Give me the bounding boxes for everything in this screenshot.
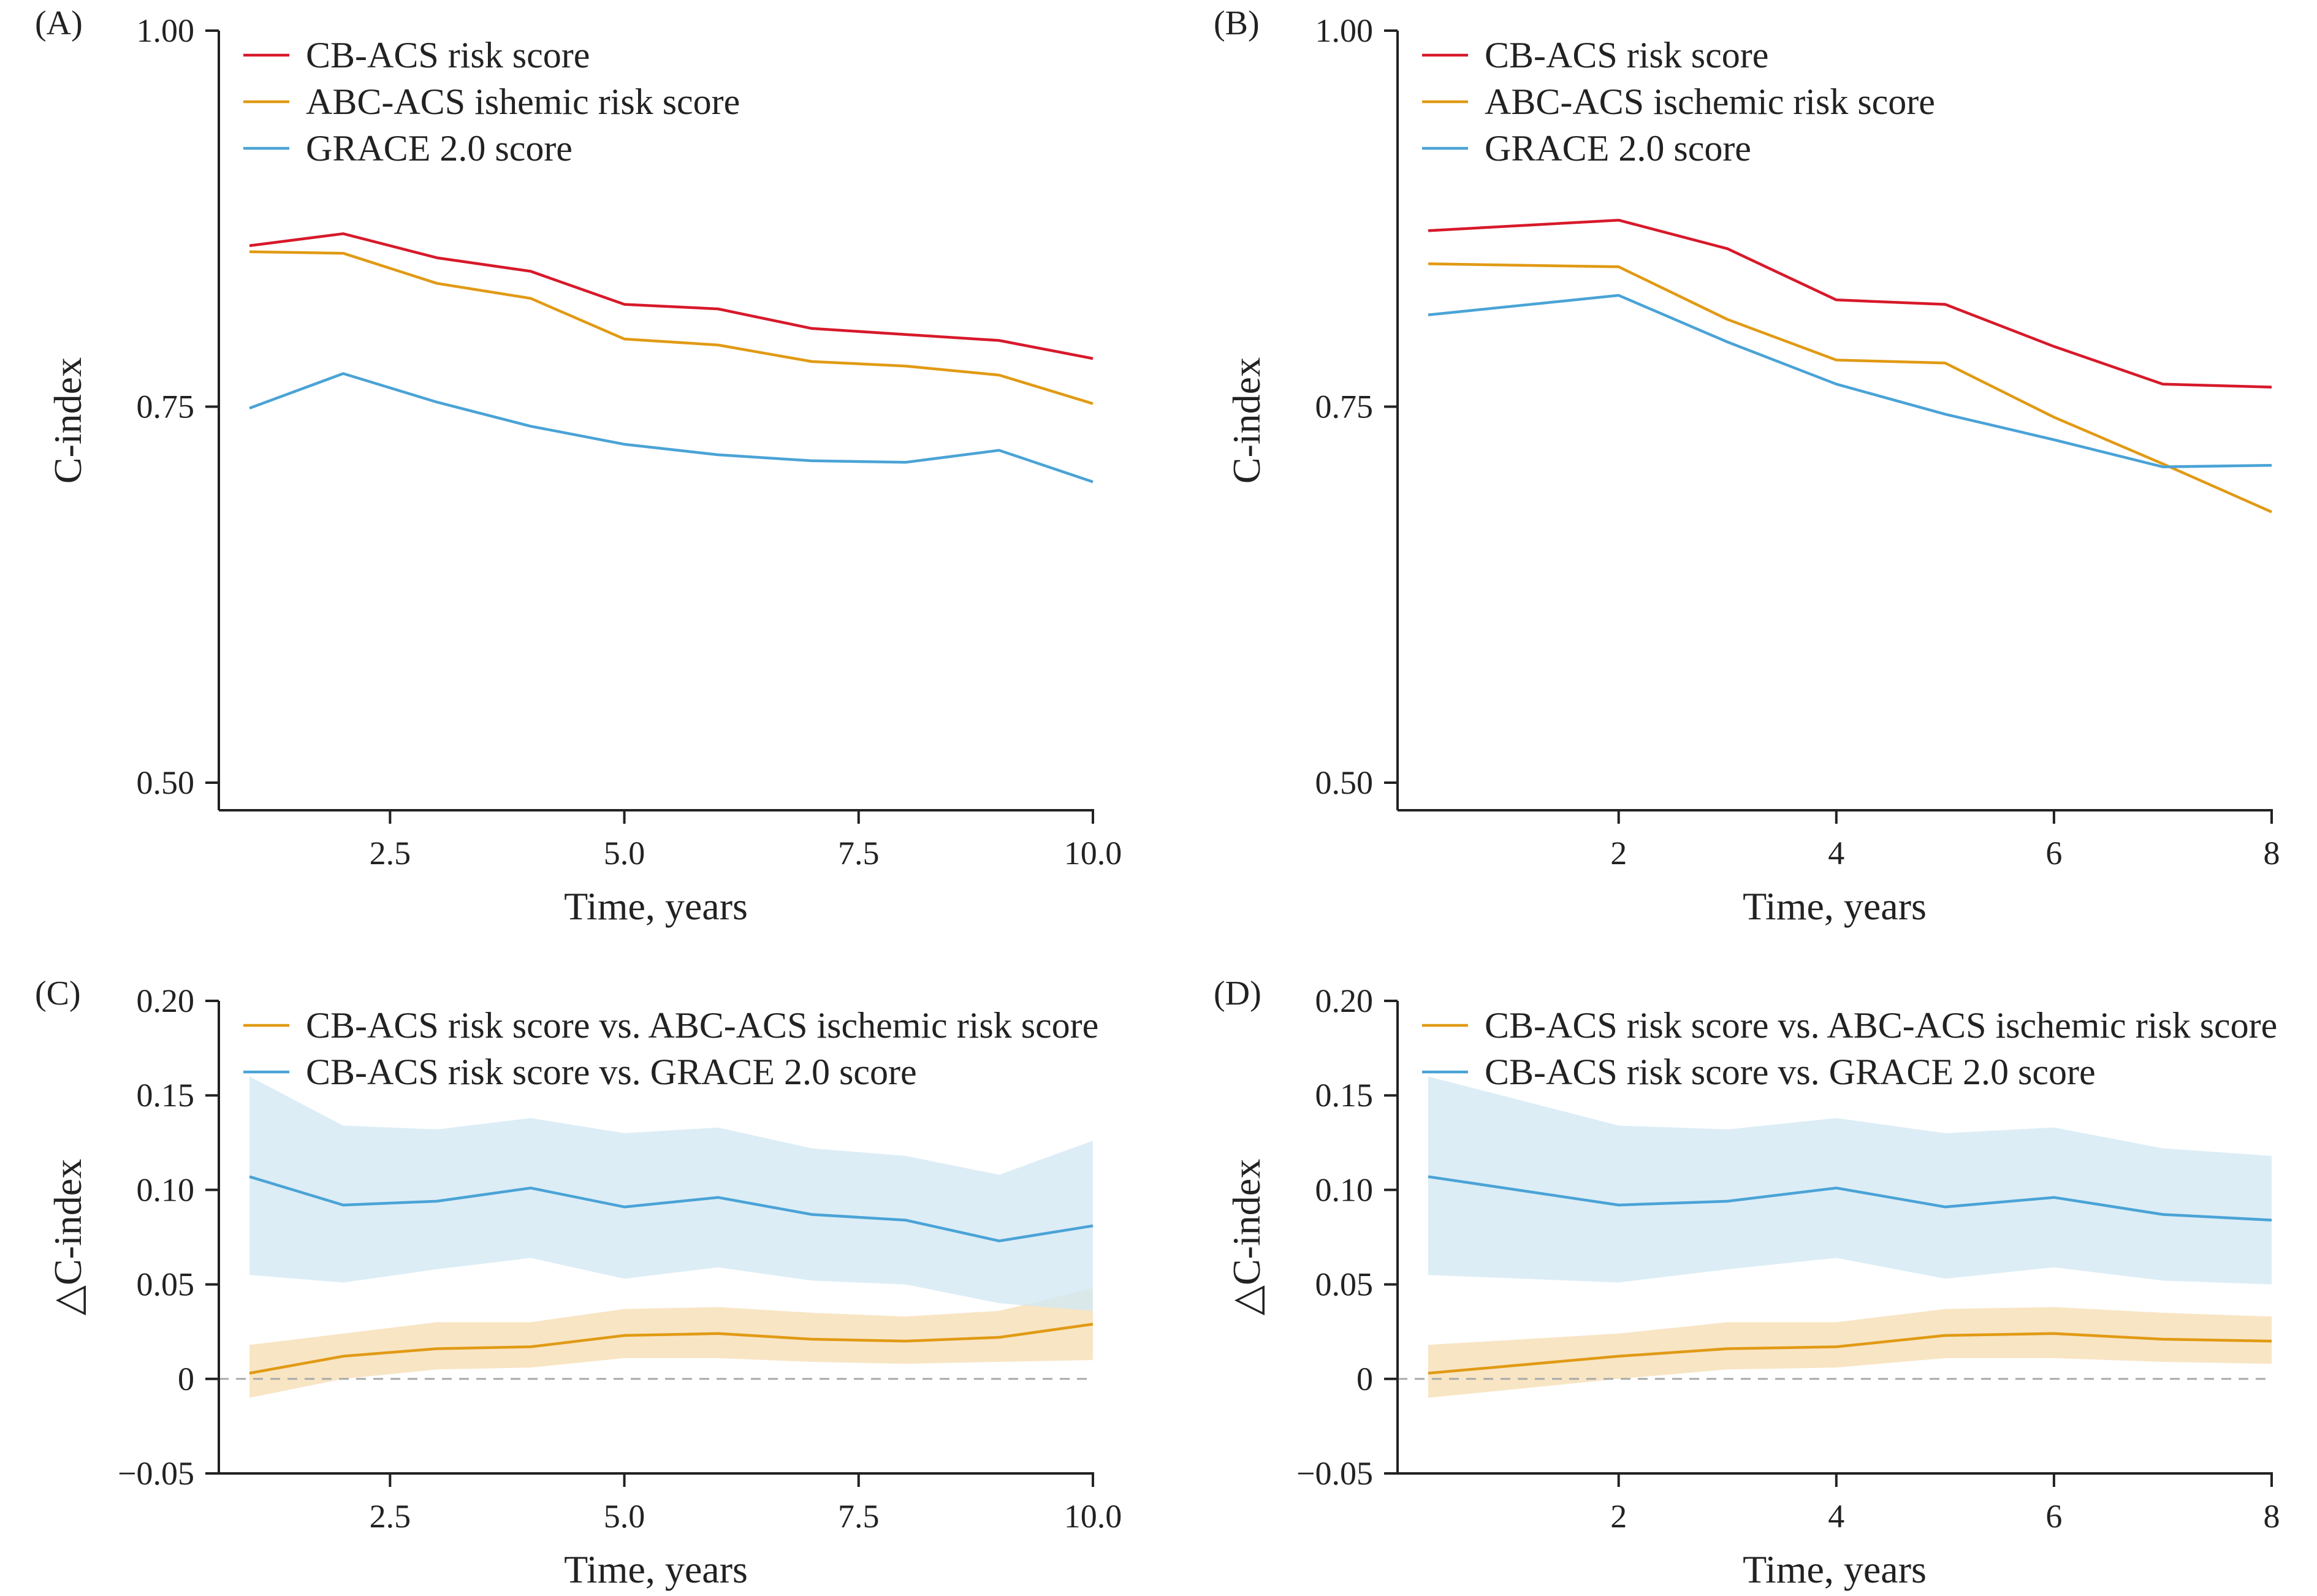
y-tick-label: 0.05 (1315, 1266, 1374, 1303)
x-tick-label: 5.0 (604, 1498, 645, 1535)
legend-label: ABC-ACS ischemic risk score (1485, 82, 1935, 122)
y-tick-label: −0.05 (118, 1455, 194, 1492)
panel-label: (A) (35, 4, 83, 42)
x-tick-label: 7.5 (838, 1498, 880, 1535)
confidence-band-2 (249, 1076, 1093, 1311)
legend-label: ABC-ACS ishemic risk score (306, 82, 740, 122)
panel-label: (B) (1214, 4, 1260, 42)
y-tick-label: 0 (1356, 1361, 1373, 1397)
series-line-grace-2-0-score (1428, 294, 2272, 468)
series-line-cb-acs-risk-score-vs-abc-acs-ischemic-risk-score (1428, 1332, 2272, 1375)
y-tick-label: 1.00 (137, 12, 195, 49)
y-axis-title: C-index (46, 357, 89, 484)
legend-label: CB-ACS risk score vs. GRACE 2.0 score (306, 1052, 917, 1092)
legend-label: CB-ACS risk score vs. ABC-ACS ischemic r… (1485, 1005, 2277, 1046)
x-tick-label: 2.5 (370, 835, 411, 872)
x-tick-label: 8 (2264, 835, 2280, 872)
x-axis-title: Time, years (564, 884, 748, 928)
y-tick-label: 1.00 (1315, 12, 1374, 49)
panel-c: (C) −0.05 0 0.05 0.10 0.15 0.20 2.5 5.0 7.5 10.0 Ti… (35, 975, 1122, 1591)
legend-label: CB-ACS risk score (306, 35, 590, 75)
y-tick-label: −0.05 (1296, 1455, 1373, 1492)
series-line-cb-acs-risk-score (249, 232, 1094, 360)
legend-label: GRACE 2.0 score (306, 128, 573, 169)
y-tick-label: 0.75 (137, 389, 195, 425)
x-tick-label: 8 (2264, 1498, 2280, 1535)
x-axis-title: Time, years (1743, 884, 1927, 928)
panel-label: (C) (35, 975, 81, 1013)
x-tick-label: 2.5 (370, 1498, 411, 1535)
x-axis-title: Time, years (1743, 1548, 1927, 1591)
confidence-band-1 (249, 1288, 1093, 1398)
y-tick-label: 0.15 (137, 1077, 195, 1114)
legend-label: CB-ACS risk score (1485, 35, 1768, 75)
x-tick-label: 4 (1828, 835, 1844, 872)
panel-a: (A) 0.50 0.75 1.00 2.5 5.0 7.5 10.0 Time, years C… (35, 4, 1122, 928)
series-line-grace-2-0-score (249, 372, 1094, 484)
y-tick-label: 0.20 (1315, 982, 1374, 1019)
x-tick-label: 10.0 (1064, 1498, 1122, 1535)
y-tick-label: 0.15 (1315, 1077, 1374, 1114)
series-line-cb-acs-risk-score-vs-grace-2-0-score (249, 1175, 1094, 1242)
y-tick-label: 0.10 (137, 1171, 195, 1208)
series-line-cb-acs-risk-score-vs-abc-acs-ischemic-risk-score (249, 1323, 1094, 1375)
x-tick-label: 6 (2045, 835, 2062, 872)
series-line-cb-acs-risk-score (1428, 218, 2272, 389)
series-line-abc-acs-ishemic-risk-score (249, 250, 1094, 405)
x-tick-label: 6 (2045, 1498, 2062, 1535)
y-axis-title: △C-index (46, 1159, 89, 1315)
x-axis-title: Time, years (564, 1548, 748, 1591)
y-tick-label: 0 (178, 1361, 194, 1397)
panel-d: (D) −0.05 0 0.05 0.10 0.15 0.20 2 4 6 8 Time, years… (1214, 975, 2280, 1591)
panel-b: (B) 0.50 0.75 1.00 2 4 6 8 Time, years C-index CB-… (1214, 4, 2280, 928)
y-axis-title: C-index (1225, 357, 1268, 484)
x-tick-label: 10.0 (1064, 835, 1122, 872)
y-tick-label: 0.05 (137, 1266, 195, 1303)
y-tick-label: 0.75 (1315, 389, 1374, 425)
series-line-cb-acs-risk-score-vs-grace-2-0-score (1428, 1175, 2272, 1222)
x-tick-label: 4 (1828, 1498, 1844, 1535)
series-line-abc-acs-ischemic-risk-score (1428, 262, 2272, 514)
x-tick-label: 5.0 (604, 835, 645, 872)
confidence-band-1 (1428, 1307, 2272, 1398)
y-tick-label: 0.10 (1315, 1171, 1374, 1208)
x-tick-label: 2 (1610, 835, 1627, 872)
y-tick-label: 0.20 (137, 982, 195, 1019)
confidence-band-2 (1428, 1076, 2272, 1285)
y-tick-label: 0.50 (1315, 764, 1374, 801)
x-tick-label: 7.5 (838, 835, 880, 872)
legend-label: CB-ACS risk score vs. ABC-ACS ischemic r… (306, 1005, 1098, 1046)
legend-label: GRACE 2.0 score (1485, 128, 1751, 169)
legend-label: CB-ACS risk score vs. GRACE 2.0 score (1485, 1052, 2096, 1092)
panel-label: (D) (1214, 975, 1261, 1013)
y-axis-title: △C-index (1225, 1159, 1268, 1315)
x-tick-label: 2 (1610, 1498, 1627, 1535)
y-tick-label: 0.50 (137, 764, 195, 801)
